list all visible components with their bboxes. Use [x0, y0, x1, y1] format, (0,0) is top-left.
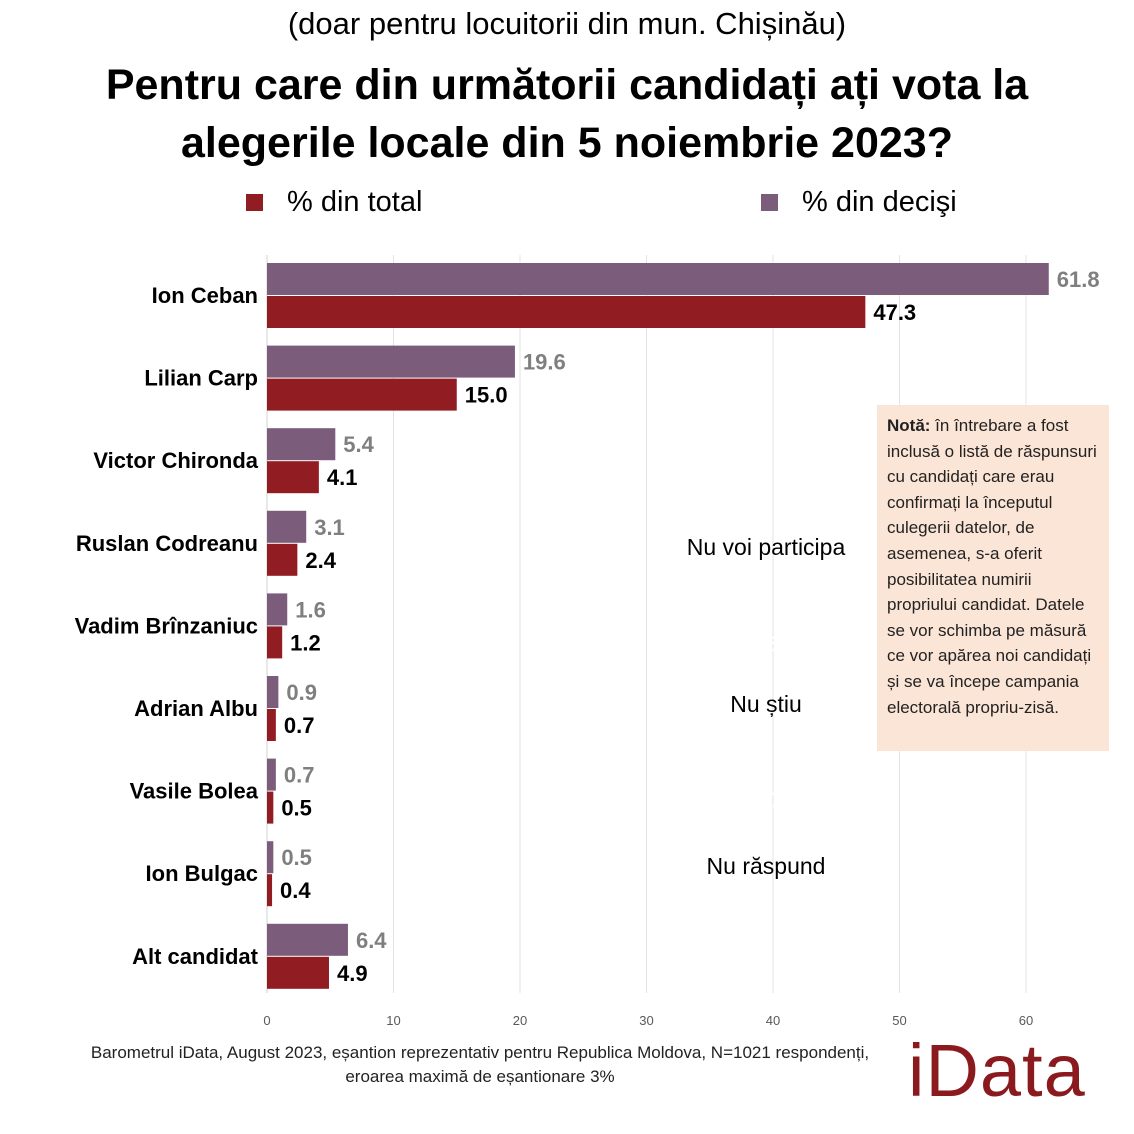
- x-tick-label: 50: [892, 1013, 906, 1028]
- x-tick-label: 60: [1019, 1013, 1033, 1028]
- data-label-total: 4.9: [337, 961, 368, 986]
- bar-total: [267, 461, 319, 494]
- bubble-label-nu-raspund: Nu răspund: [706, 853, 826, 879]
- bubble-nu-stiu: 6.8: [722, 602, 808, 688]
- data-label-total: 0.4: [280, 878, 311, 903]
- legend-swatch-total: [246, 194, 263, 211]
- note-bold: Notă:: [887, 416, 931, 435]
- idata-logo: iData: [908, 1029, 1086, 1112]
- chart-title: Pentru care din următorii candidați ați …: [105, 61, 1029, 167]
- data-label-decisi: 0.9: [286, 680, 317, 705]
- bar-total: [267, 791, 274, 824]
- data-label-total: 0.7: [284, 713, 315, 738]
- data-label-decisi: 5.4: [343, 432, 374, 457]
- bar-total: [267, 543, 298, 576]
- bar-decisi: [267, 428, 336, 461]
- data-label-decisi: 1.6: [295, 597, 326, 622]
- data-label-total: 47.3: [873, 300, 916, 325]
- data-label-total: 2.4: [305, 548, 336, 573]
- data-label-decisi: 0.7: [284, 763, 315, 788]
- category-label: Ruslan Codreanu: [76, 531, 258, 556]
- legend-swatch-decisi: [761, 194, 778, 211]
- x-tick-label: 20: [513, 1013, 527, 1028]
- bubble-nu-voi-participa: 14.0: [722, 448, 808, 534]
- x-tick-label: 40: [766, 1013, 780, 1028]
- chart-subtitle: (doar pentru locuitorii din mun. Chișină…: [287, 6, 847, 41]
- data-label-decisi: 6.4: [356, 928, 387, 953]
- category-label: Vasile Bolea: [130, 779, 259, 804]
- category-label: Alt candidat: [132, 944, 259, 969]
- x-tick-label: 0: [263, 1013, 270, 1028]
- bubble-value: 2.7: [752, 789, 782, 812]
- bar-decisi: [267, 841, 274, 874]
- category-label: Adrian Albu: [134, 696, 258, 721]
- bubble-value: 14.0: [744, 479, 786, 502]
- x-tick-label: 30: [639, 1013, 653, 1028]
- bubble-label-nu-voi-participa: Nu voi participa: [686, 534, 846, 560]
- category-label: Ion Ceban: [152, 283, 258, 308]
- bar-decisi: [267, 345, 515, 378]
- data-label-total: 4.1: [327, 465, 358, 490]
- bubble-nu-raspund: 2.7: [724, 758, 810, 844]
- data-label-decisi: 3.1: [314, 515, 345, 540]
- bar-decisi: [267, 676, 279, 708]
- data-label-decisi: 19.6: [523, 350, 566, 375]
- category-label: Ion Bulgac: [146, 861, 258, 886]
- legend-label-total: % din total: [287, 186, 423, 218]
- data-label-total: 0.5: [281, 796, 312, 821]
- data-label-decisi: 0.5: [281, 845, 312, 870]
- bar-total: [267, 874, 273, 907]
- category-label: Lilian Carp: [144, 366, 258, 391]
- bar-decisi: [267, 758, 276, 791]
- legend-item-decisi: % din decişi: [761, 186, 957, 219]
- bar-total: [267, 709, 276, 741]
- source-footnote: Barometrul iData, August 2023, eșantion …: [90, 1043, 870, 1086]
- bar-decisi: [267, 510, 307, 543]
- x-tick-label: 10: [386, 1013, 400, 1028]
- bar-total: [267, 296, 866, 328]
- legend-label-decisi: % din decişi: [802, 186, 957, 218]
- note-box: Notă: în întrebare a fost inclusă o list…: [877, 405, 1109, 751]
- legend-item-total: % din total: [246, 186, 422, 219]
- category-label: Vadim Brînzaniuc: [75, 613, 258, 638]
- bar-total: [267, 956, 329, 989]
- category-label: Victor Chironda: [93, 448, 258, 473]
- bar-decisi: [267, 263, 1049, 295]
- note-text: în întrebare a fost inclusă o listă de r…: [887, 416, 1097, 717]
- bubble-label-nu-stiu: Nu știu: [730, 691, 802, 717]
- bar-total: [267, 378, 457, 411]
- bar-total: [267, 626, 283, 659]
- bubble-value: 6.8: [750, 633, 780, 656]
- data-label-total: 15.0: [465, 383, 508, 408]
- data-label-decisi: 61.8: [1057, 267, 1100, 292]
- bar-decisi: [267, 593, 288, 626]
- bar-decisi: [267, 923, 348, 956]
- data-label-total: 1.2: [290, 630, 321, 655]
